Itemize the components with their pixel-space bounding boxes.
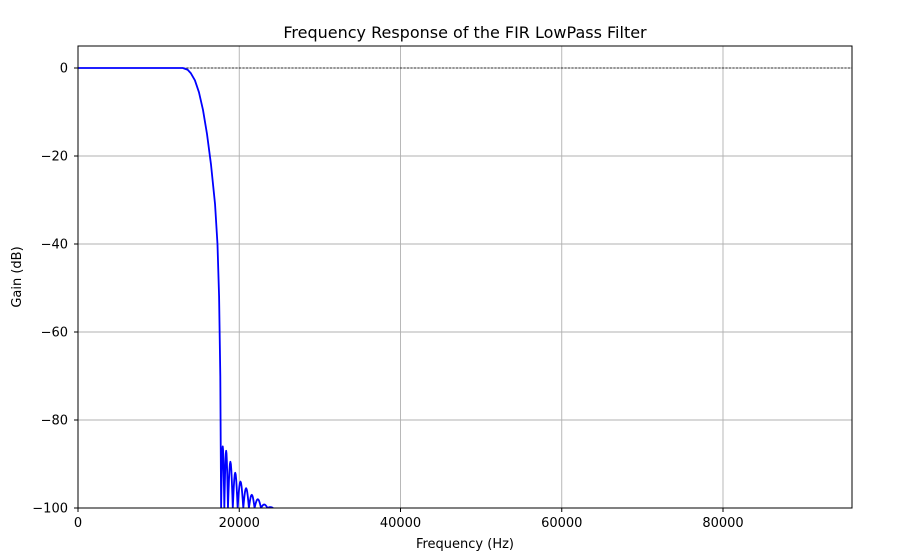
x-tick-label: 40000: [380, 516, 421, 531]
x-tick-label: 20000: [219, 516, 260, 531]
x-axis-label: Frequency (Hz): [416, 537, 514, 552]
gain-response-line: [78, 67, 274, 508]
ticks: 0 20000 40000 60000 80000 0 −20 −40 −60 −80 −100: [32, 62, 743, 532]
series-layer: [78, 67, 274, 508]
y-tick-label: −80: [41, 414, 68, 429]
y-tick-label: −100: [32, 502, 68, 517]
y-tick-label: −40: [41, 238, 68, 253]
plot-frame: [77, 45, 853, 509]
x-tick-label: 0: [74, 516, 82, 531]
x-tick-label: 60000: [541, 516, 582, 531]
y-tick-label: −60: [41, 326, 68, 341]
x-tick-label: 80000: [702, 516, 743, 531]
y-tick-label: −20: [41, 150, 68, 165]
y-axis-label: Gain (dB): [10, 246, 25, 307]
y-tick-label: 0: [60, 62, 68, 77]
chart-title: Frequency Response of the FIR LowPass Fi…: [283, 23, 647, 42]
